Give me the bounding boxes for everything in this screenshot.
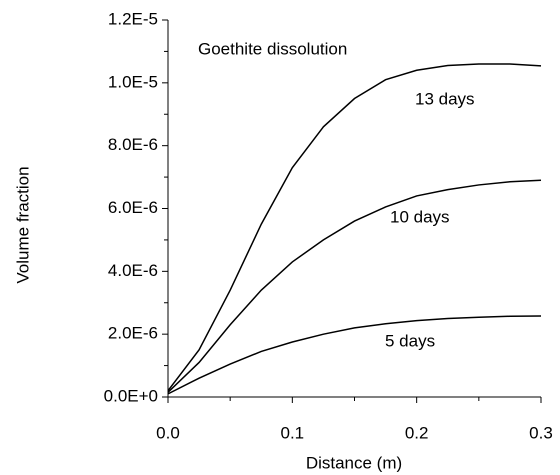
annotation: Goethite dissolution (198, 39, 347, 58)
y-tick-label: 1.2E-5 (108, 9, 158, 28)
x-tick-label: 0.3 (529, 423, 553, 442)
y-tick-label: 2.0E-6 (108, 324, 158, 343)
series-label: 10 days (390, 207, 450, 226)
y-tick-label: 8.0E-6 (108, 135, 158, 154)
series-line (167, 315, 542, 395)
x-tick-label: 0.0 (156, 423, 180, 442)
x-tick-label: 0.2 (405, 423, 429, 442)
y-tick-label: 4.0E-6 (108, 261, 158, 280)
y-tick-label: 0.0E+0 (104, 386, 158, 405)
y-tick-label: 6.0E-6 (108, 198, 158, 217)
series-line (167, 179, 542, 393)
x-tick-label: 0.1 (281, 423, 305, 442)
series-label: 5 days (385, 331, 435, 350)
series-line (167, 63, 542, 392)
y-axis-label: Volume fraction (13, 166, 32, 283)
y-tick-label: 1.0E-5 (108, 72, 158, 91)
series-label: 13 days (415, 89, 475, 108)
x-axis-label: Distance (m) (306, 453, 402, 472)
